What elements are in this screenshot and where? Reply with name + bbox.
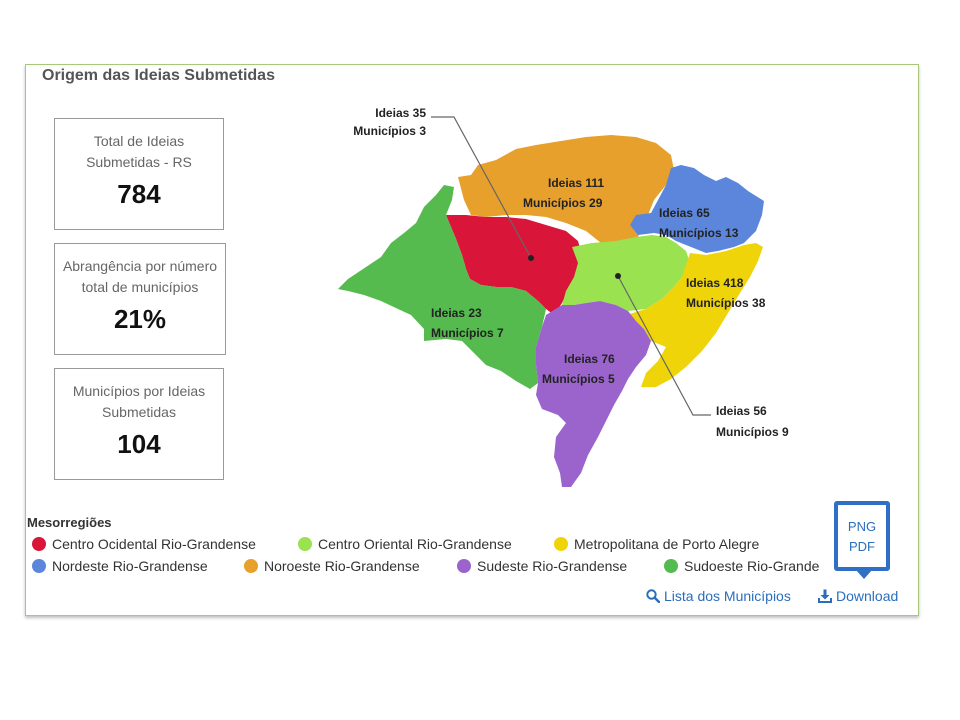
label-municipios-nordeste: Municípios 13: [659, 226, 739, 240]
label-ideias-centro-oriental: Ideias 56: [716, 404, 767, 418]
export-menu: PNG PDF: [834, 501, 890, 579]
region-sudoeste[interactable]: [338, 185, 546, 389]
municipios-list-link[interactable]: Lista dos Municípios: [646, 588, 791, 604]
label-municipios-metropolitana: Municípios 38: [686, 296, 766, 310]
legend-dot: [554, 537, 568, 551]
legend-dot: [457, 559, 471, 573]
label-ideias-sudeste: Ideias 76: [564, 352, 615, 366]
marker-centro-ocidental: [528, 255, 534, 261]
label-municipios-centro-ocidental: Municípios 3: [353, 124, 426, 138]
label-municipios-noroeste: Municípios 29: [523, 196, 603, 210]
label-ideias-sudoeste: Ideias 23: [431, 306, 482, 320]
export-pdf-option[interactable]: PDF: [849, 539, 875, 554]
stat-value: 21%: [113, 304, 167, 334]
label-municipios-sudoeste: Municípios 7: [431, 326, 504, 340]
legend-dot: [244, 559, 258, 573]
stat-municipios-por-ideias: Municípios por Ideias Submetidas 104: [54, 368, 224, 480]
label-ideias-nordeste: Ideias 65: [659, 206, 710, 220]
download-icon: [818, 589, 832, 603]
stat-abrangencia: Abrangência por número total de municípi…: [54, 243, 226, 355]
leader-line-centro-oriental: [617, 275, 711, 416]
stat-label: Total de Ideias Submetidas - RS: [86, 133, 192, 170]
search-icon: [646, 589, 660, 603]
legend-item-noroeste[interactable]: Noroeste Rio-Grandense: [244, 558, 420, 574]
download-link[interactable]: Download: [818, 588, 898, 604]
panel-title: Origem das Ideias Submetidas: [42, 67, 275, 84]
marker-centro-oriental: [615, 273, 621, 279]
leader-line-centro-ocidental: [431, 116, 532, 259]
legend-dot: [664, 559, 678, 573]
rs-map: Ideias 35 Municípios 3 Ideias 111 Municí…: [338, 106, 789, 487]
region-sudeste[interactable]: [536, 301, 651, 487]
legend-item-sudoeste[interactable]: Sudoeste Rio-Grande: [664, 558, 819, 574]
legend-title: Mesorregiões: [27, 515, 112, 530]
legend-item-centro-ocidental[interactable]: Centro Ocidental Rio-Grandense: [32, 536, 256, 552]
region-centro-ocidental[interactable]: [446, 215, 582, 315]
export-png-option[interactable]: PNG: [847, 519, 877, 534]
stat-total-ideias: Total de Ideias Submetidas - RS 784: [54, 118, 224, 230]
legend-item-metropolitana[interactable]: Metropolitana de Porto Alegre: [554, 536, 759, 552]
stat-label: Abrangência por número total de municípi…: [62, 258, 218, 295]
label-municipios-sudeste: Municípios 5: [542, 372, 615, 386]
legend-item-centro-oriental[interactable]: Centro Oriental Rio-Grandense: [298, 536, 512, 552]
label-ideias-centro-ocidental: Ideias 35: [375, 106, 426, 120]
stat-value: 784: [117, 179, 161, 209]
label-ideias-metropolitana: Ideias 418: [686, 276, 744, 290]
region-noroeste[interactable]: [458, 135, 674, 243]
stat-value: 104: [117, 429, 161, 459]
legend-dot: [298, 537, 312, 551]
chart-panel: Origem das Ideias Submetidas Total de Id…: [25, 64, 919, 616]
stat-label: Municípios por Ideias Submetidas: [72, 383, 206, 420]
region-metropolitana[interactable]: [626, 243, 763, 387]
legend-dot: [32, 559, 46, 573]
legend-item-nordeste[interactable]: Nordeste Rio-Grandense: [32, 558, 208, 574]
label-municipios-centro-oriental: Municípios 9: [716, 425, 789, 439]
legend-item-sudeste[interactable]: Sudeste Rio-Grandense: [457, 558, 627, 574]
region-nordeste[interactable]: [630, 165, 764, 253]
legend-dot: [32, 537, 46, 551]
region-centro-oriental[interactable]: [562, 235, 690, 311]
export-menu-arrow: [856, 570, 872, 579]
label-ideias-noroeste: Ideias 111: [548, 176, 604, 190]
